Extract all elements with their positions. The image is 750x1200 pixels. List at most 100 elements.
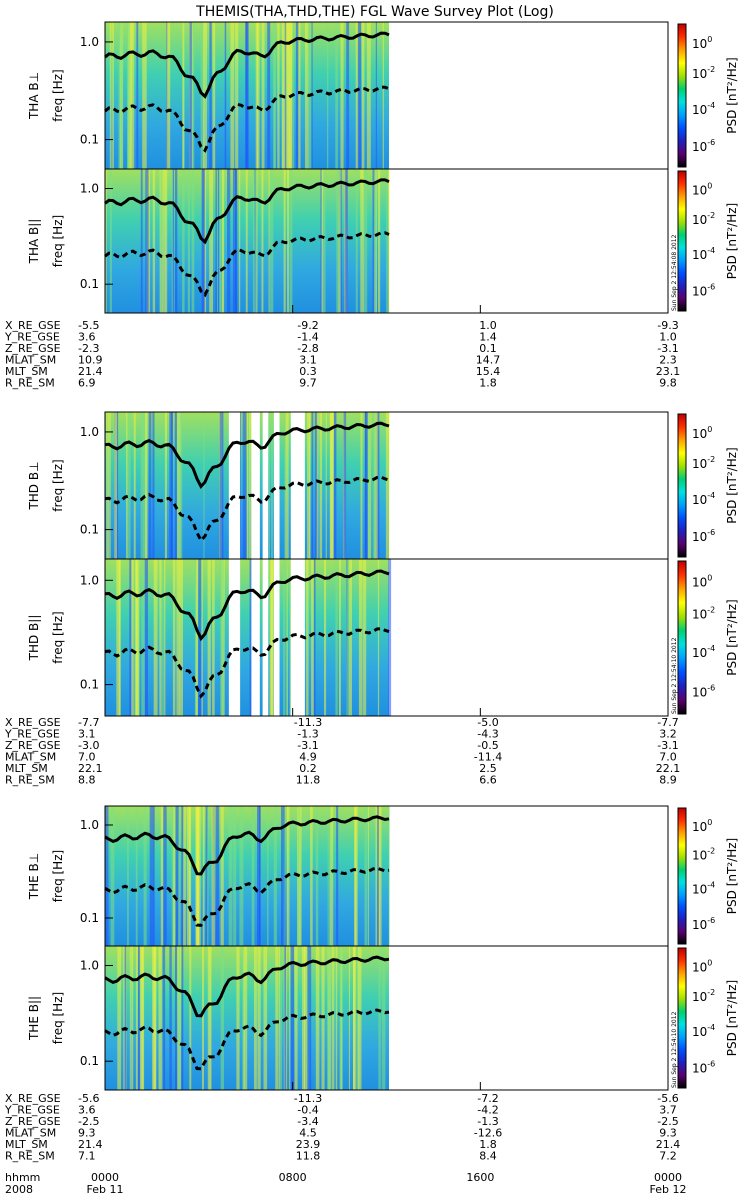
spectrogram-stripe [164, 559, 166, 716]
panel-tha-b-: 1.0 0.1 THA B⊥ freq [Hz] 100 10-2 10-4 10-6 PSD … [27, 21, 739, 170]
spectrogram-stripe [172, 559, 176, 716]
ephemeris-value: 11.8 [296, 774, 321, 787]
spectrogram-stripe [171, 806, 176, 946]
spectrogram-stripe [139, 946, 144, 1090]
panel-frame [104, 945, 669, 1091]
spectrogram-stripe [385, 412, 390, 559]
spectrogram-stripe [388, 806, 390, 946]
spectrogram-stripe [364, 806, 368, 946]
ephemeris-value: 3.6 [78, 331, 96, 344]
ephemeris-value: 9.7 [299, 377, 317, 390]
spectrogram-stripe [256, 169, 258, 313]
spectrogram-stripe [212, 559, 215, 716]
spectrogram-stripe [175, 169, 178, 313]
ephemeris-value: 23.9 [296, 1138, 321, 1151]
colorbar-tick-label: 100 [692, 425, 712, 441]
ephemeris-table-tha: X_RE_GSE -5.5 -9.2 1.0 -9.3Y_RE_GSE 3.6 -1.4 1.… [4, 319, 680, 390]
colorbar-tick-label: 10-6 [692, 138, 715, 154]
spectrogram-stripe [145, 169, 149, 313]
spectrogram-stripe [109, 412, 111, 559]
colorbar-tick-label: 100 [692, 573, 712, 589]
ephemeris-value: -1.3 [477, 1115, 498, 1128]
spectrogram-stripe [145, 412, 148, 559]
spectrogram-stripe [378, 806, 381, 946]
colorbar-label: PSD [nT²/Hz] [725, 599, 739, 675]
spectrogram-stripe [152, 412, 155, 559]
spectrogram-stripe [327, 806, 329, 946]
spectrogram-stripe [284, 412, 286, 559]
trace-solid [104, 569, 390, 642]
spectrogram-stripe [329, 806, 334, 946]
spectrogram-stripe [154, 946, 157, 1090]
ephemeris-label: MLT_SM [5, 365, 48, 378]
panel-ylabel: THA B⊥ [27, 72, 41, 120]
spectrogram-stripe [285, 412, 289, 559]
colorbar-tick-label: 10-6 [692, 684, 715, 700]
spectrogram-stripe [346, 559, 350, 716]
spectrogram-stripe [269, 559, 271, 716]
spectrogram-stripe [220, 946, 224, 1090]
spectrogram-stripe [372, 169, 375, 313]
spectrogram-stripe [251, 806, 255, 946]
spectrogram-stripe [239, 412, 242, 559]
data-gap [273, 412, 280, 559]
ephemeris-label: X_RE_GSE [5, 1092, 61, 1105]
ephemeris-value: 4.5 [299, 1127, 317, 1140]
spectrogram-stripe [148, 412, 152, 559]
ephemeris-value: -1.3 [297, 728, 318, 741]
spectrogram-stripe [378, 169, 381, 313]
spectrogram-stripe [158, 946, 162, 1090]
colorbar-tick-label: 10-2 [692, 65, 715, 81]
spectrogram-stripe [133, 412, 136, 559]
spectrogram-stripe [135, 559, 140, 716]
spectrogram-fill [105, 806, 389, 946]
ephemeris-value: -7.7 [78, 716, 99, 729]
spectrogram-stripe [348, 946, 350, 1090]
time-tick-label: 1600 [466, 1171, 494, 1184]
spectrogram-stripe [119, 22, 123, 169]
colorbar-tick-label: 10-4 [692, 101, 715, 117]
y-tick-label: 1.0 [80, 35, 99, 49]
spectrogram-stripe [112, 22, 114, 169]
spectrogram-stripe [314, 412, 318, 559]
ephemeris-value: -4.2 [477, 1104, 498, 1117]
ephemeris-value: -2.5 [657, 1115, 678, 1128]
ephemeris-value: 1.4 [479, 331, 497, 344]
spectrogram-stripe [315, 946, 320, 1090]
spectrogram-stripe [388, 559, 392, 716]
data-gap [228, 412, 241, 559]
ephemeris-value: -9.2 [297, 319, 318, 332]
spectrogram-stripe [220, 169, 224, 313]
spectrogram-stripe [206, 806, 209, 946]
spectrogram-stripe [117, 946, 122, 1090]
ephemeris-label: X_RE_GSE [5, 319, 61, 332]
spectrogram-stripe [285, 22, 290, 169]
spectrogram-stripe [327, 22, 329, 169]
ephemeris-value: -3.1 [297, 739, 318, 752]
panel-ylabel: THA B|| [27, 219, 41, 265]
spectrogram-stripe [127, 806, 129, 946]
panel-thd-b-: 1.0 0.1 THD B|| freq [Hz] 100 10-2 10-4 10-6 PSD… [27, 558, 739, 717]
spectrogram-stripe [336, 806, 339, 946]
spectrogram-stripe [377, 559, 380, 716]
trace-dashed [104, 85, 390, 153]
ephemeris-value: -9.3 [657, 319, 678, 332]
spectrogram-stripe [118, 559, 121, 716]
ephemeris-value: 7.2 [659, 1150, 677, 1163]
spectrogram-stripe [174, 412, 177, 559]
spectrogram-stripe [324, 559, 327, 716]
data-gap [290, 412, 305, 559]
ephemeris-label: MLAT_SM [5, 751, 56, 764]
spectrogram-stripe [311, 559, 314, 716]
ephemeris-value: -5.6 [657, 1092, 678, 1105]
y-tick-label: 0.1 [80, 911, 99, 925]
y-tick-label: 0.1 [80, 523, 99, 537]
spectrogram-stripe [219, 169, 221, 313]
ephemeris-value: -1.4 [297, 331, 318, 344]
panel-ylabel-freq: freq [Hz] [51, 850, 65, 902]
spectrogram-stripe [245, 169, 248, 313]
spectrogram-stripe [160, 806, 164, 946]
spectrogram-stripe [183, 806, 186, 946]
colorbar-tick-label: 10-4 [692, 881, 715, 897]
spectrogram-stripe [135, 946, 138, 1090]
